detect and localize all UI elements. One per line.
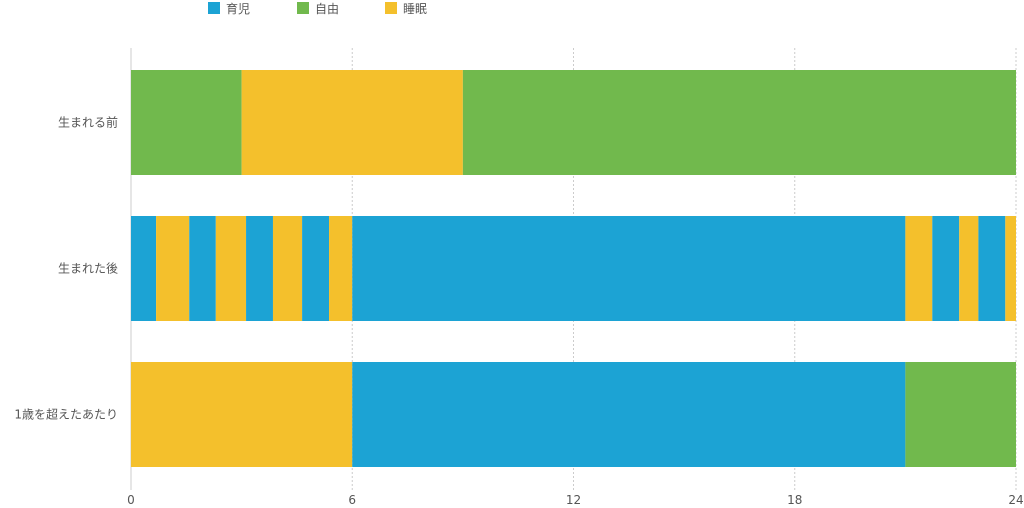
legend-label: 自由	[315, 2, 339, 16]
bar-segment-睡眠	[156, 216, 190, 321]
legend-swatch	[297, 2, 309, 14]
bar-segment-睡眠	[215, 216, 247, 321]
bar-segment-育児	[131, 216, 157, 321]
bar-segment-育児	[352, 216, 906, 321]
x-tick-label: 12	[566, 493, 581, 507]
legend-label: 育児	[226, 1, 250, 16]
bar-segment-育児	[302, 216, 330, 321]
category-label: 生まれた後	[58, 262, 118, 276]
bar-segment-自由	[462, 70, 1016, 175]
bar-segment-育児	[246, 216, 273, 321]
category-label: 生まれる前	[58, 115, 118, 130]
x-tick-label: 6	[348, 493, 356, 507]
legend-swatch	[208, 2, 220, 14]
x-tick-label: 18	[787, 493, 802, 507]
bar-segment-睡眠	[131, 362, 353, 467]
x-tick-label: 0	[127, 493, 135, 507]
bar-segment-育児	[932, 216, 960, 321]
bar-segment-睡眠	[241, 70, 463, 175]
bar-segment-睡眠	[329, 216, 353, 321]
bar-segment-自由	[905, 362, 1016, 467]
bar-segment-育児	[352, 362, 906, 467]
bar-segment-自由	[131, 70, 242, 175]
bar-segment-睡眠	[959, 216, 979, 321]
bar-segment-睡眠	[272, 216, 303, 321]
bar-segment-育児	[189, 216, 216, 321]
category-label: 1歳を超えたあたり	[14, 407, 118, 422]
bar-segment-育児	[978, 216, 1006, 321]
legend-swatch	[385, 2, 397, 14]
legend-label: 睡眠	[403, 2, 427, 16]
bar-segment-睡眠	[905, 216, 933, 321]
x-tick-label: 24	[1008, 493, 1023, 507]
bar-segment-睡眠	[1005, 216, 1016, 321]
